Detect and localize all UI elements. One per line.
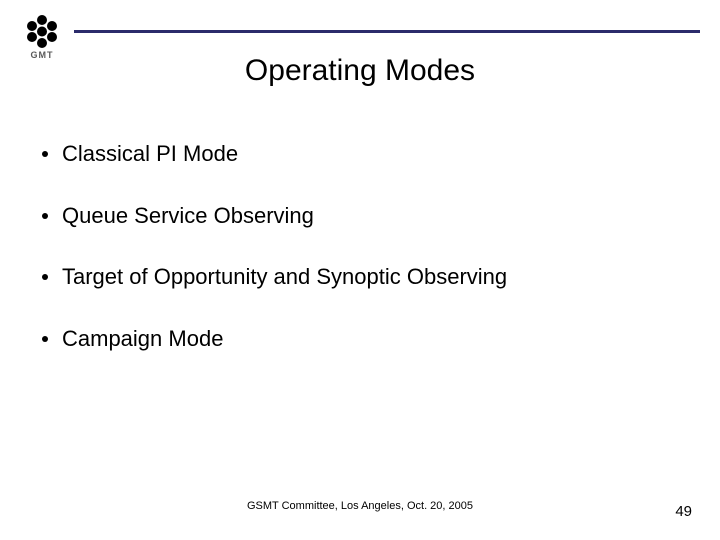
bullet-text: Classical PI Mode	[62, 140, 238, 168]
footer-text: GSMT Committee, Los Angeles, Oct. 20, 20…	[0, 500, 720, 512]
bullet-icon	[42, 274, 48, 280]
bullet-text: Queue Service Observing	[62, 202, 314, 230]
slide-title: Operating Modes	[0, 54, 720, 88]
header-divider	[74, 30, 700, 33]
bullet-text: Target of Opportunity and Synoptic Obser…	[62, 263, 507, 291]
page-number: 49	[675, 503, 692, 520]
bullet-text: Campaign Mode	[62, 325, 223, 353]
list-item: Classical PI Mode	[42, 140, 680, 168]
list-item: Queue Service Observing	[42, 202, 680, 230]
bullet-list: Classical PI Mode Queue Service Observin…	[42, 140, 680, 386]
bullet-icon	[42, 336, 48, 342]
bullet-icon	[42, 213, 48, 219]
bullet-icon	[42, 151, 48, 157]
list-item: Campaign Mode	[42, 325, 680, 353]
list-item: Target of Opportunity and Synoptic Obser…	[42, 263, 680, 291]
slide-footer: GSMT Committee, Los Angeles, Oct. 20, 20…	[0, 500, 720, 520]
gmt-flower-icon	[24, 14, 60, 48]
